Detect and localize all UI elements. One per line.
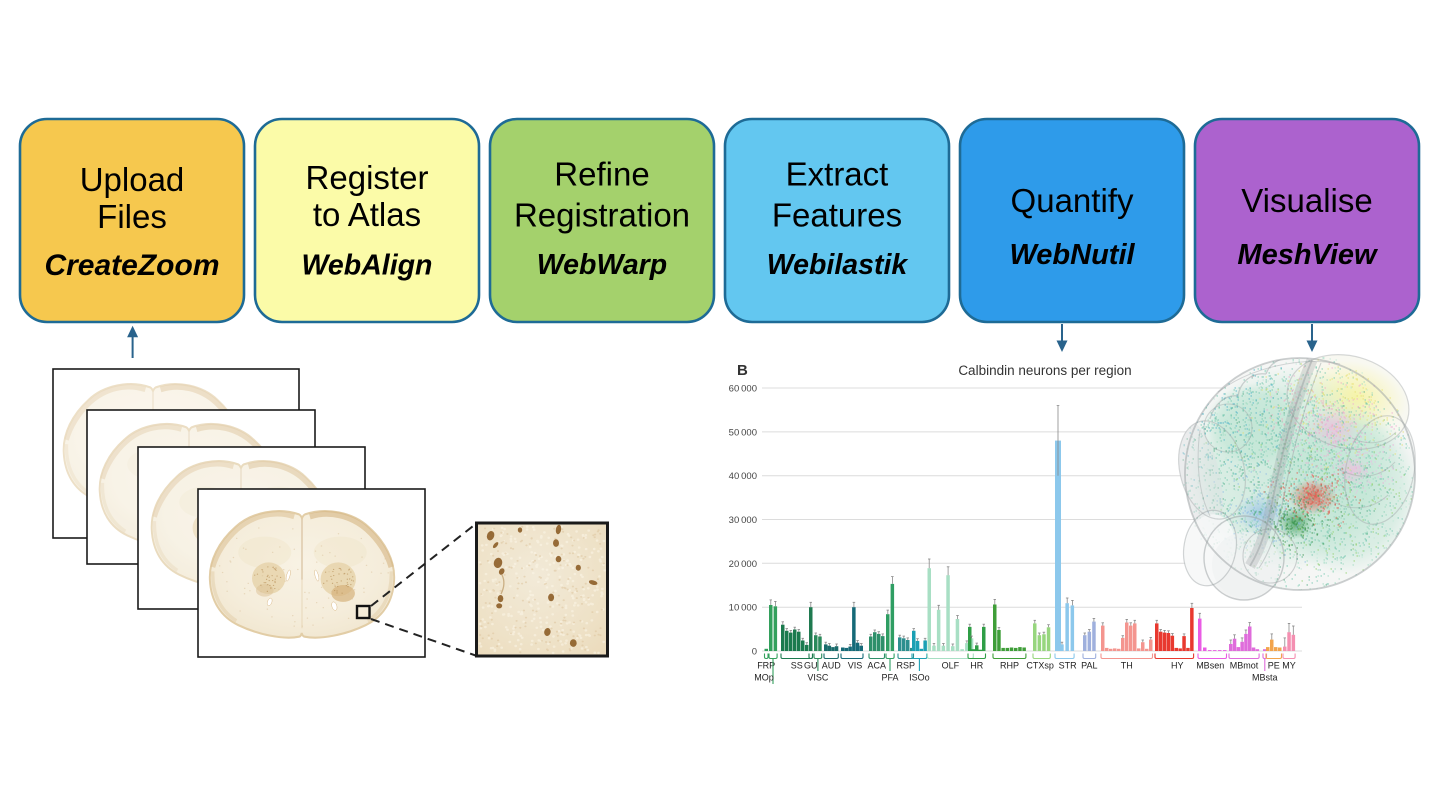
svg-text:WebAlign: WebAlign bbox=[302, 250, 433, 282]
svg-text:ACA: ACA bbox=[868, 661, 887, 671]
svg-text:Quantify: Quantify bbox=[1011, 182, 1134, 219]
svg-text:20 000: 20 000 bbox=[729, 559, 757, 570]
svg-text:Refine: Refine bbox=[554, 156, 649, 193]
svg-text:30 000: 30 000 bbox=[729, 515, 757, 526]
svg-text:60 000: 60 000 bbox=[729, 384, 757, 395]
svg-text:VIS: VIS bbox=[848, 661, 863, 671]
svg-text:50 000: 50 000 bbox=[729, 427, 757, 438]
svg-text:to Atlas: to Atlas bbox=[313, 196, 421, 233]
svg-text:Features: Features bbox=[772, 197, 902, 234]
svg-text:CreateZoom: CreateZoom bbox=[44, 249, 219, 282]
svg-text:VISC: VISC bbox=[807, 673, 829, 683]
svg-text:HR: HR bbox=[970, 661, 983, 671]
svg-text:PE: PE bbox=[1268, 661, 1280, 671]
svg-text:RHP: RHP bbox=[1000, 661, 1019, 671]
svg-text:WebNutil: WebNutil bbox=[1009, 239, 1135, 271]
svg-text:STR: STR bbox=[1059, 661, 1078, 671]
svg-text:0: 0 bbox=[752, 647, 757, 658]
svg-text:MBsen: MBsen bbox=[1196, 661, 1224, 671]
svg-text:TH: TH bbox=[1121, 661, 1133, 671]
svg-text:MBsta: MBsta bbox=[1252, 673, 1278, 683]
svg-text:40 000: 40 000 bbox=[729, 471, 757, 482]
svg-text:Upload: Upload bbox=[80, 161, 185, 198]
svg-text:Files: Files bbox=[97, 198, 167, 235]
svg-text:FRP: FRP bbox=[757, 661, 775, 671]
svg-text:Calbindin neurons per region: Calbindin neurons per region bbox=[958, 363, 1131, 378]
svg-text:HY: HY bbox=[1171, 661, 1184, 671]
svg-text:MOp: MOp bbox=[754, 673, 774, 683]
svg-text:Registration: Registration bbox=[514, 197, 690, 234]
svg-text:PAL: PAL bbox=[1081, 661, 1097, 671]
svg-text:Register: Register bbox=[306, 159, 429, 196]
svg-text:PFA: PFA bbox=[881, 673, 898, 683]
svg-text:CTXsp: CTXsp bbox=[1026, 661, 1054, 671]
svg-text:OLF: OLF bbox=[942, 661, 960, 671]
svg-text:Webilastik: Webilastik bbox=[767, 249, 910, 281]
svg-text:MY: MY bbox=[1282, 661, 1296, 671]
svg-text:MBmot: MBmot bbox=[1230, 661, 1259, 671]
svg-text:AUD: AUD bbox=[822, 661, 842, 671]
svg-text:Extract: Extract bbox=[786, 156, 889, 193]
svg-text:Visualise: Visualise bbox=[1241, 182, 1372, 219]
svg-text:ISOo: ISOo bbox=[909, 673, 930, 683]
svg-text:RSP: RSP bbox=[897, 661, 916, 671]
svg-text:10 000: 10 000 bbox=[729, 603, 757, 614]
svg-text:SS: SS bbox=[791, 661, 803, 671]
svg-text:B: B bbox=[737, 362, 748, 379]
svg-text:WebWarp: WebWarp bbox=[537, 249, 667, 281]
svg-text:GU: GU bbox=[804, 661, 818, 671]
svg-text:MeshView: MeshView bbox=[1237, 239, 1379, 271]
